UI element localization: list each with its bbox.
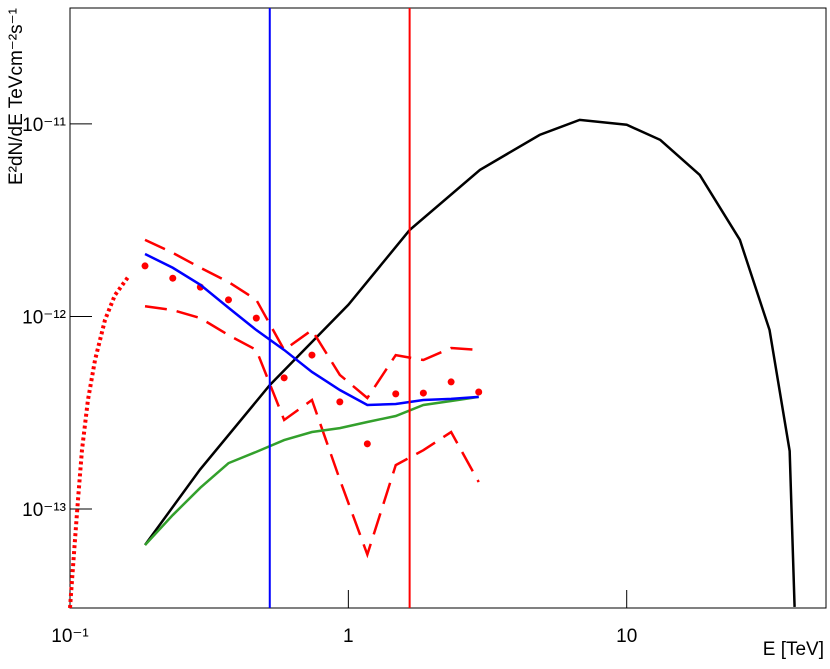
x-tick-label: 10 (616, 626, 637, 647)
data-point (169, 274, 177, 282)
data-point (141, 262, 149, 270)
data-point (392, 390, 400, 398)
y-tick-label: 10⁻¹³ (22, 500, 66, 521)
x-axis-label: E [TeV] (763, 639, 824, 660)
data-point (224, 296, 232, 304)
data-point (363, 440, 371, 448)
series-line (144, 238, 479, 400)
data-point (252, 314, 260, 322)
data-point (336, 398, 344, 406)
x-tick-label: 1 (343, 626, 354, 647)
data-point (280, 374, 288, 382)
series-line (144, 304, 480, 559)
series-line (144, 395, 479, 546)
x-tick-label: 10⁻¹ (51, 626, 89, 647)
y-axis-label: E²dN/dE TeVcm⁻²s⁻¹ (6, 8, 27, 185)
y-tick-label: 10⁻¹¹ (22, 115, 66, 136)
data-point (419, 389, 427, 397)
data-point (447, 378, 455, 386)
series-line (144, 252, 479, 407)
data-point (475, 388, 483, 396)
series-line (144, 118, 796, 607)
data-point (308, 351, 316, 359)
plot-frame (69, 7, 827, 609)
y-tick-label: 10⁻¹² (22, 307, 66, 328)
series-line (68, 275, 130, 609)
